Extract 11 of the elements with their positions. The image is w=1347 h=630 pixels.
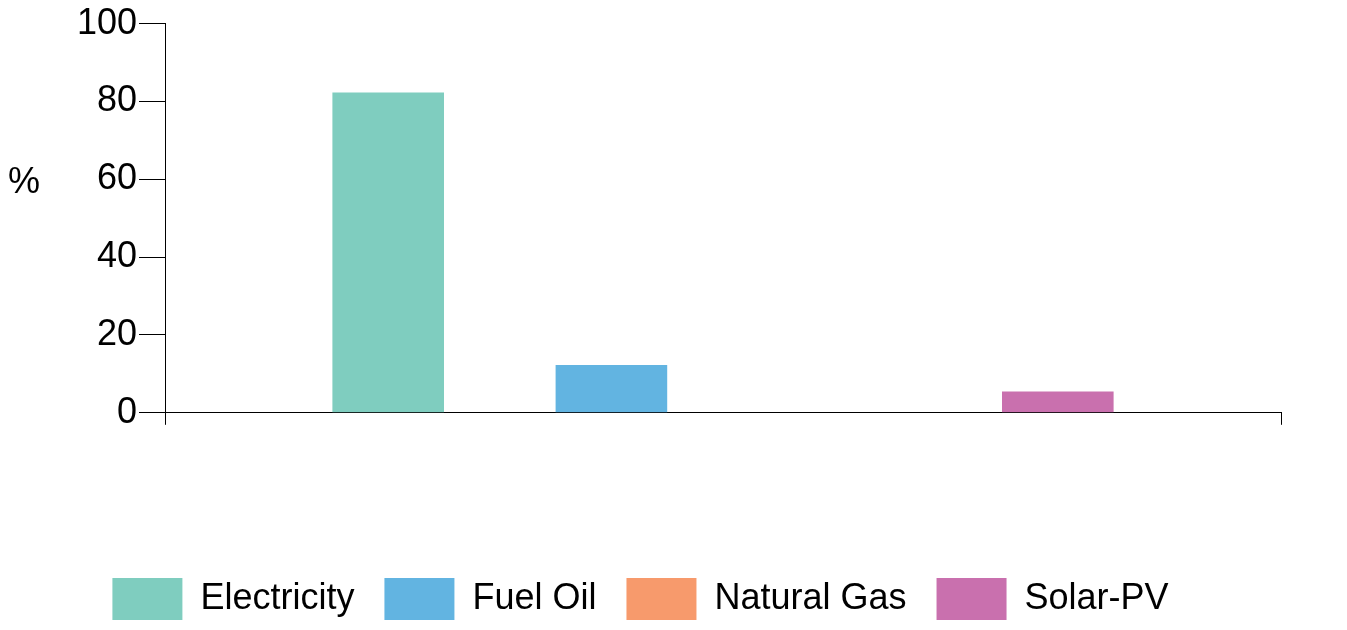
legend-label: Natural Gas: [714, 575, 907, 617]
y-axis-title: %: [8, 160, 41, 202]
y-tick-label: 20: [96, 311, 137, 353]
legend-label: Solar-PV: [1024, 575, 1169, 617]
y-tick-label: 100: [76, 0, 137, 42]
legend-label: Fuel Oil: [472, 575, 597, 617]
y-tick-label: 60: [96, 156, 137, 198]
y-tick-label: 80: [96, 78, 137, 120]
y-tick-label: 0: [116, 389, 137, 431]
legend-label: Electricity: [200, 575, 355, 617]
y-tick-label: 40: [96, 234, 137, 276]
